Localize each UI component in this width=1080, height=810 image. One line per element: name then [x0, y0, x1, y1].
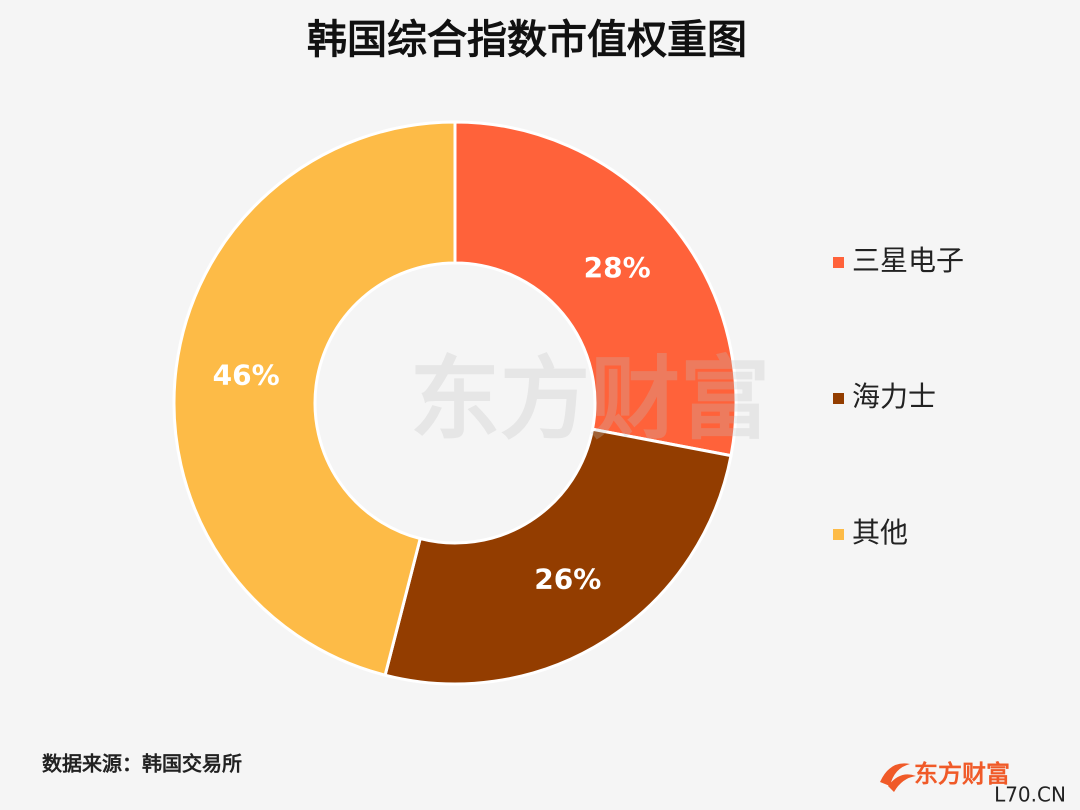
legend-swatch: [833, 393, 844, 404]
legend-label: 三星电子: [852, 244, 964, 277]
site-mark: L70.CN: [994, 783, 1066, 807]
chart-title: 韩国综合指数市值权重图: [307, 17, 747, 63]
pie-slice: [172, 120, 457, 678]
legend-label: 海力士: [852, 380, 936, 413]
logo-text: 东方财富: [914, 760, 1010, 788]
logo-icon: [880, 763, 916, 792]
legend-label: 其他: [852, 516, 908, 549]
watermark: 东方财富: [410, 347, 770, 452]
value-label: 28%: [584, 251, 651, 284]
legend-swatch: [833, 529, 844, 540]
value-label: 26%: [534, 563, 601, 596]
pie: 28% 26% 46%: [172, 120, 738, 686]
value-label: 46%: [213, 359, 280, 392]
pie-slice: [383, 427, 733, 686]
pie-slice: [453, 120, 738, 458]
source-note: 数据来源：韩国交易所: [42, 752, 242, 776]
legend-swatch: [833, 257, 844, 268]
